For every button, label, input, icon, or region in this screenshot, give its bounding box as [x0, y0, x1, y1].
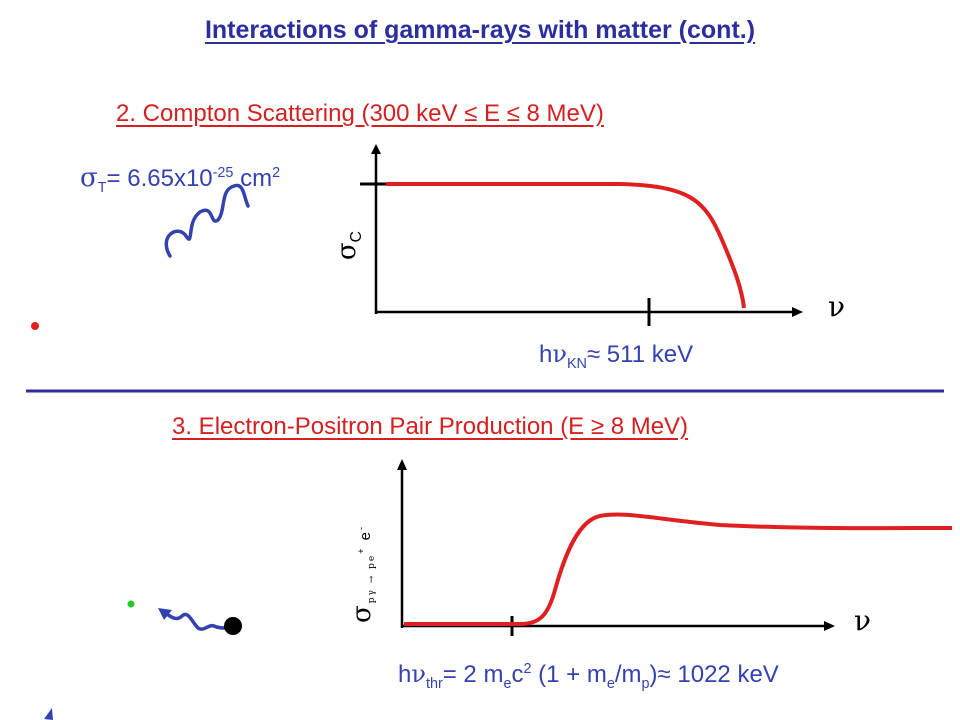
- photon-wave-icon: [164, 183, 250, 258]
- green-dot: [127, 600, 135, 608]
- pair-y-arrow: [397, 459, 407, 470]
- page-title: Interactions of gamma-rays with matter (…: [204, 16, 756, 44]
- compton-cross-section-curve: [386, 182, 746, 309]
- photon-arrowhead-icon: [158, 608, 172, 620]
- incoming-photon-icon: [162, 610, 228, 631]
- sigma-t-label: σT= 6.65x10-25 cm2: [80, 163, 281, 196]
- proton-dot: [224, 617, 242, 635]
- pair-x-arrow: [824, 621, 835, 631]
- compton-y-axis-label: σC: [331, 231, 366, 261]
- pair-x-axis-label: ν: [854, 604, 872, 637]
- corner-arrow-icon: [44, 708, 53, 720]
- threshold-energy-label: hνthr= 2 mec2 (1 + me/mp)≈ 1022 keV: [398, 660, 779, 692]
- compton-y-arrow: [371, 144, 381, 154]
- compton-heading: 2. Compton Scattering (300 keV ≤ E ≤ 8 M…: [116, 100, 604, 127]
- pair-y-axis-label: σpγ → pe+ e-: [347, 524, 377, 623]
- pair-heading: 3. Electron-Positron Pair Production (E …: [172, 413, 689, 440]
- kn-energy-label: hνKN≈ 511 keV: [539, 340, 694, 372]
- compton-x-axis-label: ν: [828, 290, 846, 323]
- compton-x-arrow: [792, 307, 803, 317]
- pair-cross-section-curve: [404, 512, 953, 626]
- red-dot: [31, 322, 39, 330]
